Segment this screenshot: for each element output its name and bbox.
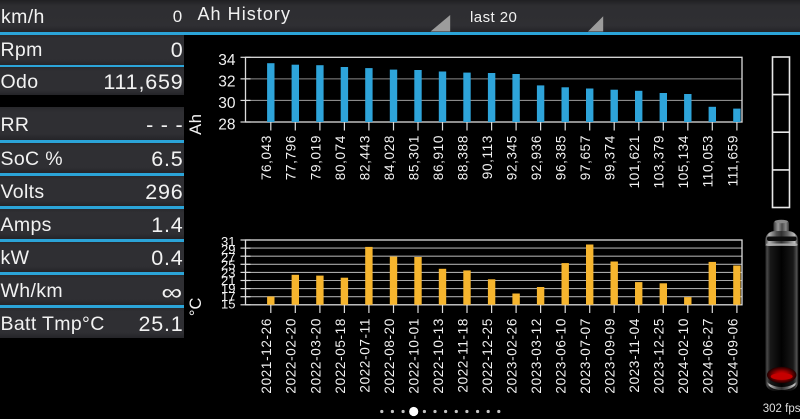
svg-text:2023-09-09: 2023-09-09 — [603, 318, 618, 394]
svg-text:2022-07-11: 2022-07-11 — [357, 318, 372, 393]
svg-text:29: 29 — [221, 242, 235, 257]
svg-text:105,134: 105,134 — [676, 135, 691, 188]
svg-text:25: 25 — [221, 258, 235, 273]
svg-text:76,043: 76,043 — [259, 135, 274, 180]
svg-text:2022-03-20: 2022-03-20 — [308, 318, 323, 394]
svg-text:80,074: 80,074 — [333, 135, 348, 180]
svg-text:2022-10-13: 2022-10-13 — [431, 318, 446, 394]
svg-text:2023-07-07: 2023-07-07 — [578, 318, 593, 394]
svg-text:77,796: 77,796 — [284, 135, 299, 180]
svg-text:2023-06-10: 2023-06-10 — [554, 318, 569, 394]
svg-text:88,388: 88,388 — [455, 135, 470, 180]
svg-text:90,113: 90,113 — [480, 135, 495, 179]
svg-text:2022-05-18: 2022-05-18 — [333, 318, 348, 394]
svg-text:86,910: 86,910 — [431, 135, 446, 180]
svg-text:2023-12-25: 2023-12-25 — [652, 318, 667, 394]
svg-text:2023-03-12: 2023-03-12 — [529, 318, 544, 394]
svg-text:2022-08-20: 2022-08-20 — [382, 318, 397, 394]
svg-text:2024-06-27: 2024-06-27 — [701, 318, 716, 394]
svg-text:2021-12-26: 2021-12-26 — [259, 318, 274, 394]
svg-text:23: 23 — [221, 265, 235, 280]
svg-text:92,936: 92,936 — [529, 135, 544, 180]
svg-text:84,028: 84,028 — [382, 135, 397, 180]
svg-text:101,621: 101,621 — [627, 135, 642, 188]
svg-text:2024-09-06: 2024-09-06 — [725, 318, 740, 394]
svg-text:15: 15 — [221, 297, 235, 312]
svg-text:85,301: 85,301 — [406, 135, 421, 180]
svg-text:Ah: Ah — [187, 114, 205, 135]
svg-text:103,379: 103,379 — [652, 135, 667, 188]
svg-text:17: 17 — [221, 289, 235, 304]
svg-text:2022-11-18: 2022-11-18 — [455, 318, 470, 393]
svg-text:2024-02-10: 2024-02-10 — [676, 318, 691, 394]
svg-text:110,053: 110,053 — [701, 135, 716, 187]
svg-text:°C: °C — [187, 298, 205, 317]
svg-text:99,374: 99,374 — [603, 135, 618, 180]
svg-text:2023-02-26: 2023-02-26 — [505, 318, 520, 394]
svg-text:34: 34 — [218, 52, 236, 69]
svg-text:79,019: 79,019 — [308, 135, 323, 180]
svg-text:28: 28 — [218, 117, 235, 134]
svg-text:302 fps: 302 fps — [763, 403, 800, 415]
svg-text:2023-11-04: 2023-11-04 — [627, 318, 642, 393]
svg-text:2022-10-01: 2022-10-01 — [406, 318, 421, 394]
svg-text:111,659: 111,659 — [725, 135, 740, 186]
svg-text:21: 21 — [221, 273, 235, 288]
svg-text:2022-12-25: 2022-12-25 — [480, 318, 495, 394]
svg-text:2022-02-20: 2022-02-20 — [284, 318, 299, 394]
svg-text:31: 31 — [221, 234, 235, 249]
svg-text:27: 27 — [221, 250, 235, 265]
svg-text:19: 19 — [221, 281, 235, 296]
svg-text:97,657: 97,657 — [578, 135, 593, 180]
svg-text:32: 32 — [218, 74, 235, 91]
svg-text:92,345: 92,345 — [505, 135, 520, 180]
svg-text:82,443: 82,443 — [357, 135, 372, 180]
svg-text:96,385: 96,385 — [554, 135, 569, 180]
svg-text:30: 30 — [218, 95, 236, 112]
